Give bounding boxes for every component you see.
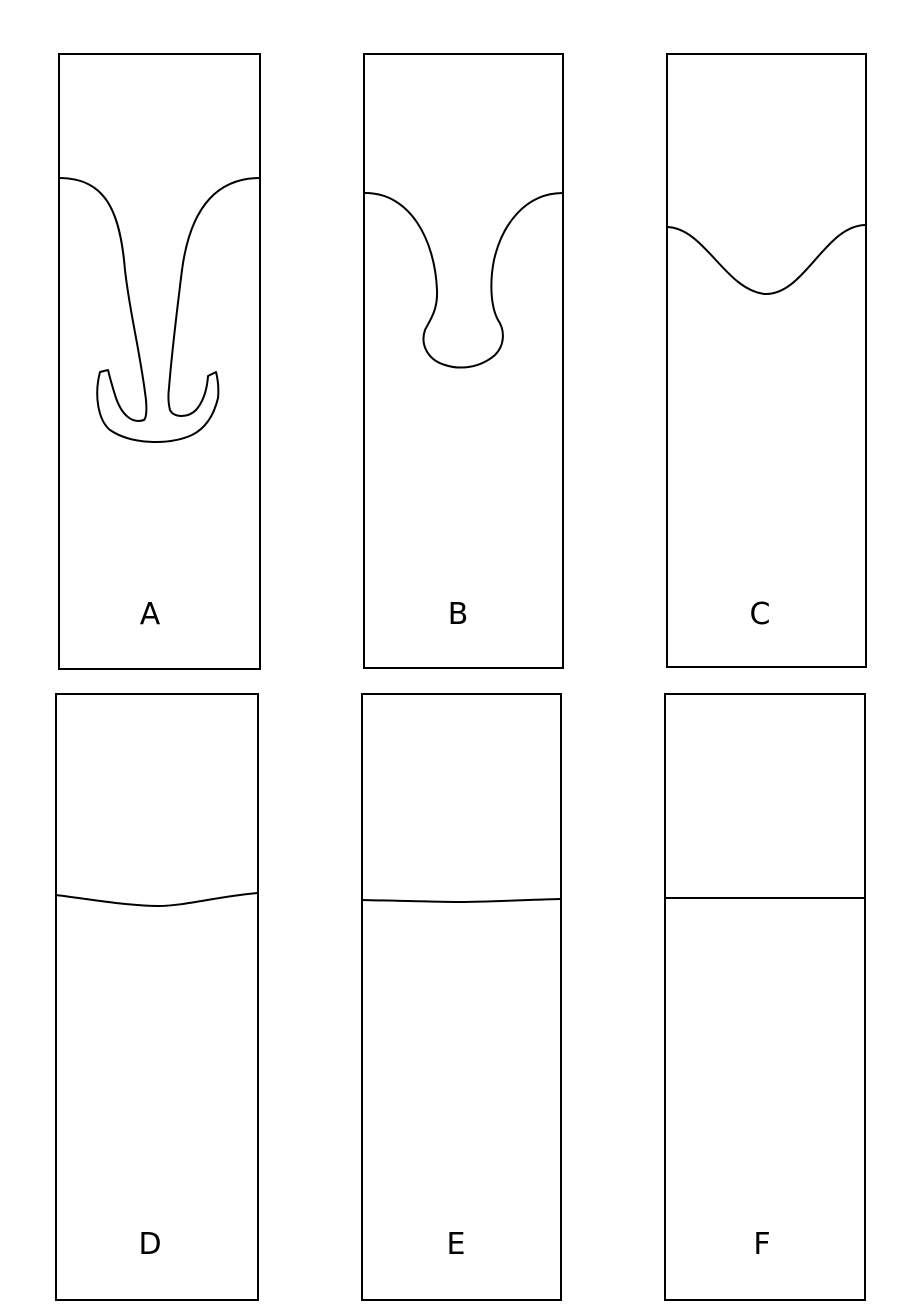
panel-a-interface (58, 177, 261, 443)
panel-d-frame (55, 693, 259, 1301)
panel-d: D (55, 693, 259, 1301)
panel-f: F (664, 693, 866, 1301)
panel-f-label: F (753, 1227, 770, 1262)
panel-c-frame (666, 53, 867, 668)
panel-a-frame (58, 53, 261, 670)
panel-c-label: C (750, 597, 771, 632)
panel-e-label: E (447, 1227, 466, 1262)
panel-a-label: A (140, 597, 161, 632)
panel-d-interface (55, 892, 259, 907)
panel-c: C (666, 53, 867, 668)
panel-b: B (363, 53, 564, 669)
panel-e: E (361, 693, 562, 1301)
panel-f-frame (664, 693, 866, 1301)
panel-a: A (58, 53, 261, 670)
panel-b-interface (363, 191, 564, 369)
panel-b-label: B (448, 597, 469, 632)
panel-e-frame (361, 693, 562, 1301)
panel-d-label: D (138, 1227, 161, 1262)
panel-b-frame (363, 53, 564, 669)
panel-c-interface (666, 224, 867, 296)
panel-e-interface (361, 898, 562, 903)
